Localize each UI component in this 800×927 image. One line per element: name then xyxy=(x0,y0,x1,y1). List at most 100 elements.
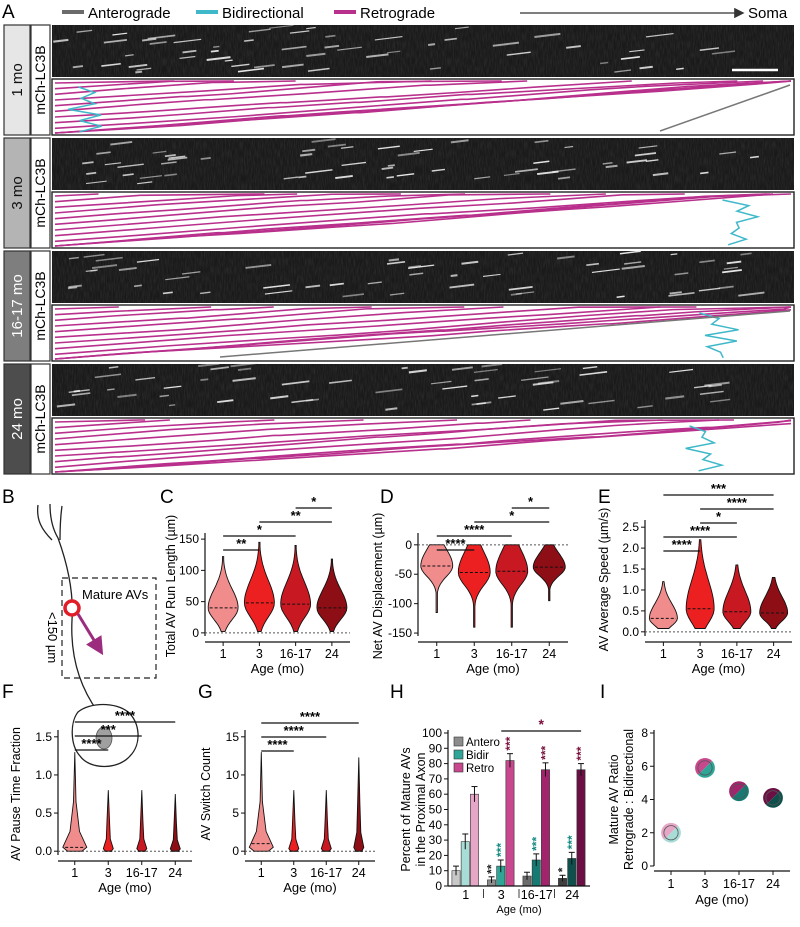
age-label: 16-17 mo xyxy=(9,274,26,337)
channel-label: mCh-LC3B xyxy=(32,158,48,227)
x-tick-label: 16-17 xyxy=(521,888,553,902)
bidirectional-trace xyxy=(67,86,102,133)
kymograph-streak xyxy=(374,36,403,41)
kymograph-streak xyxy=(335,175,353,179)
y-tick-label: 2.0 xyxy=(622,541,639,555)
kymograph-streak xyxy=(552,168,576,173)
bidirectional-trace xyxy=(699,312,739,359)
x-tick-label: 24 xyxy=(766,877,780,891)
kymograph-streak xyxy=(95,256,123,262)
legend-label: Bidir xyxy=(466,750,489,762)
kymograph-streak xyxy=(182,49,197,54)
panel-letter-e: E xyxy=(598,487,611,508)
x-tick-label: 24 xyxy=(352,866,366,880)
violin xyxy=(532,544,566,602)
kymograph-streak xyxy=(90,269,97,272)
kymograph-streak xyxy=(168,155,186,160)
kymograph-streak xyxy=(269,24,294,29)
kymograph-streak xyxy=(429,67,441,70)
kymograph-streak xyxy=(101,62,121,67)
retrograde-trace xyxy=(54,80,764,130)
kymograph-streak xyxy=(408,264,435,269)
x-tick-label: 1 xyxy=(71,866,78,880)
ratio-point-retro xyxy=(661,822,678,840)
kymograph-streak xyxy=(213,45,220,48)
bar-significance: *** xyxy=(574,746,588,760)
ratio-point-bidir xyxy=(732,784,749,802)
kymograph-streak xyxy=(68,284,82,289)
kymograph-streak xyxy=(533,160,550,164)
kymograph-streak xyxy=(68,256,79,260)
x-axis-label: Age (mo) xyxy=(692,661,745,676)
channel-label-box xyxy=(30,137,51,249)
violin xyxy=(685,539,715,629)
retrograde-trace xyxy=(54,80,528,113)
legend-swatch xyxy=(453,749,464,760)
kymograph-streak xyxy=(722,269,742,274)
bar-significance: *** xyxy=(529,837,543,851)
y-tick-label: 0.5 xyxy=(35,806,52,820)
kymograph-panel: 1 mo mCh-LC3B 3 mo mCh-LC3B 16-17 mo mCh-LC3B… xyxy=(3,24,795,475)
x-axis-label: Age (mo) xyxy=(496,904,541,916)
kymograph-streak xyxy=(264,290,293,295)
ratio-point-retro xyxy=(729,781,746,799)
violin xyxy=(243,541,275,633)
kymograph-streak xyxy=(76,29,93,33)
kymograph-streak xyxy=(699,47,720,51)
kymograph-streak xyxy=(619,250,641,255)
ratio-point-bidir xyxy=(698,760,715,778)
y-tick-label: 1.0 xyxy=(622,583,639,597)
y-axis-label: AV Average Speed (µm/s) xyxy=(597,508,611,652)
kymograph-streak xyxy=(726,260,742,265)
kymograph-streak xyxy=(200,156,211,160)
violin xyxy=(457,544,491,628)
kymograph-streak xyxy=(56,403,76,408)
kymograph-streak xyxy=(670,253,678,256)
chart-f: 0.0 0.5 1.0 1.5 AV Pause Time Fraction 1 3 16-1… xyxy=(9,708,192,895)
x-tick-label: 24 xyxy=(168,866,182,880)
ratio-point-bidir xyxy=(766,790,783,808)
panel-letter-b: B xyxy=(2,487,15,508)
significance-label: **** xyxy=(115,708,136,723)
significance-label: * xyxy=(716,509,722,524)
kymograph-streak xyxy=(232,377,256,382)
kymograph-streak xyxy=(566,45,581,49)
kymograph-streak xyxy=(237,367,252,371)
significance-label: * xyxy=(509,508,515,523)
kymograph-streak xyxy=(605,164,618,169)
y-tick-label: 0.5 xyxy=(622,604,639,618)
y-tick-label: 60 xyxy=(429,787,443,801)
kymograph-streak xyxy=(71,392,91,397)
x-axis-label: Age (mo) xyxy=(251,661,304,676)
ratio-point-outline xyxy=(663,825,679,841)
kymograph-streak xyxy=(749,155,759,159)
retrograde-trace xyxy=(54,80,234,90)
panel-letter-d: D xyxy=(380,487,394,508)
kymograph-streak xyxy=(117,393,137,399)
kymograph-streak xyxy=(167,156,188,161)
kymograph-streak xyxy=(386,260,406,265)
ratio-point-outline xyxy=(765,790,781,806)
y-tick-label: 70 xyxy=(429,772,443,786)
kymograph-streak xyxy=(629,49,645,53)
kymograph-streak xyxy=(83,253,105,258)
kymograph-streak xyxy=(96,151,111,155)
kymograph-streak xyxy=(693,384,712,389)
kymograph-streak xyxy=(514,168,538,173)
y-tick-label: 0.0 xyxy=(35,844,52,858)
kymograph-streak xyxy=(324,44,340,49)
kymograph-streak xyxy=(591,268,620,273)
nucleus xyxy=(95,726,113,750)
y-tick-label: 0 xyxy=(405,538,412,552)
retrograde-trace xyxy=(54,193,768,247)
retrograde-trace xyxy=(54,419,364,440)
x-tick-label: 1 xyxy=(258,866,265,880)
violin xyxy=(495,544,529,628)
kymograph-streak xyxy=(385,407,398,411)
retrograde-trace xyxy=(54,306,212,316)
channel-label-box xyxy=(30,24,51,136)
channel-label: mCh-LC3B xyxy=(32,45,48,114)
bar xyxy=(541,769,550,887)
